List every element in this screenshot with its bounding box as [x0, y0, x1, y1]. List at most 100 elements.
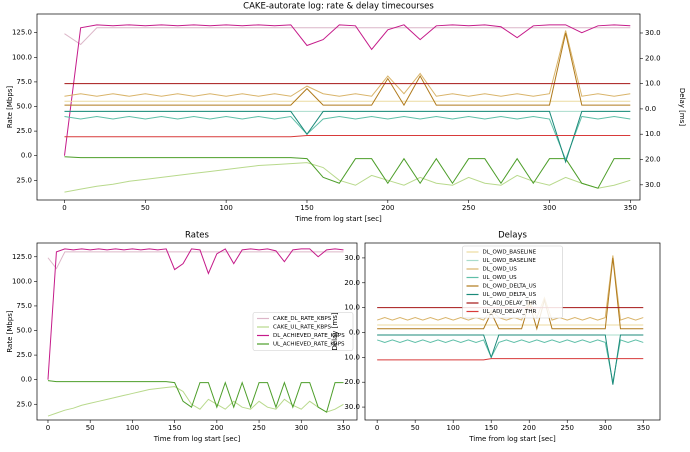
x-tick-label: 300: [295, 424, 308, 432]
series-line: [64, 30, 631, 97]
y-axis-label: Rate [Mbps]: [6, 310, 14, 353]
legend-label: CAKE_UL_RATE_KBPS: [273, 325, 331, 331]
legend-label: DL_OWD_US: [483, 267, 518, 273]
y-tick-label: 75.0: [16, 78, 32, 86]
x-tick-label: 150: [300, 204, 313, 212]
series-line: [47, 380, 344, 413]
y-tick-label: 0.0: [21, 152, 32, 160]
x-tick-label: 100: [126, 424, 139, 432]
x-tick-label: 150: [168, 424, 181, 432]
y-tick-label: 125.0: [12, 29, 32, 37]
series-line: [63, 24, 631, 156]
x-tick-label: 350: [637, 424, 650, 432]
y2-tick-label: 0.0: [645, 105, 656, 113]
series-line: [377, 257, 644, 331]
y-tick-label: 0.0: [21, 376, 32, 384]
chart-title: CAKE-autorate log: rate & delay timecour…: [243, 2, 434, 12]
x-tick-label: 100: [447, 424, 460, 432]
series-line: [64, 27, 631, 46]
y-tick-label: 25.0: [16, 127, 32, 135]
x-tick-label: 250: [252, 424, 265, 432]
series-line: [47, 386, 344, 417]
y2-tick-label: 20.0: [645, 156, 661, 164]
series-line: [47, 248, 344, 380]
series-line: [377, 334, 644, 385]
y2-tick-label: 10.0: [645, 80, 661, 88]
legend-label: UL_OWD_BASELINE: [483, 258, 537, 264]
x-tick-label: 250: [462, 204, 475, 212]
lines: [377, 255, 644, 385]
x-tick-label: 300: [543, 204, 556, 212]
legend-label: UL_OWD_US: [483, 275, 518, 281]
y-tick-label: 50.0: [16, 327, 32, 335]
y2-tick-label: 30.0: [645, 29, 661, 37]
x-tick-label: 250: [561, 424, 574, 432]
y-tick-label: 25.0: [16, 351, 32, 359]
x-tick-label: 0: [62, 204, 66, 212]
y-tick-label: 20.0: [344, 279, 360, 287]
plot: CAKE-autorate log: rate & delay timecour…: [6, 2, 686, 224]
series-line: [64, 134, 631, 138]
y-axis-label: Rate [Mbps]: [6, 86, 14, 129]
y-axis-label: Delay [ms]: [331, 312, 339, 350]
legend-label: DL_OWD_BASELINE: [483, 250, 537, 256]
y-tick-label: 100.0: [12, 53, 32, 61]
legend: DL_OWD_BASELINE UL_OWD_BASELINE DL_OWD_US U…: [462, 245, 563, 319]
chart-title: Delays: [498, 231, 527, 241]
plot: Delays Time from log start [sec] Delay [ms…: [331, 231, 661, 443]
legend-box: [252, 312, 354, 351]
x-axis-label: Time from log start [sec]: [468, 435, 556, 443]
x-axis-label: Time from log start [sec]: [153, 435, 241, 443]
x-tick-label: 0: [375, 424, 379, 432]
series-line: [64, 110, 631, 164]
x-axis-label: Time from log start [sec]: [294, 215, 382, 223]
series-line: [377, 358, 644, 361]
y-tick-label: 20.0: [344, 378, 360, 386]
x-tick-label: 200: [523, 424, 536, 432]
x-tick-label: 150: [485, 424, 498, 432]
series-line: [64, 115, 631, 161]
legend-label: UL_OWD_DELTA_US: [483, 292, 537, 298]
chart-title: Rates: [185, 231, 209, 241]
x-tick-label: 350: [337, 424, 350, 432]
series-line: [64, 162, 631, 193]
x-tick-label: 200: [381, 204, 394, 212]
x-tick-label: 0: [46, 424, 50, 432]
x-tick-label: 100: [219, 204, 232, 212]
y-tick-label: 125.0: [12, 253, 32, 261]
y-tick-label: 25.0: [16, 400, 32, 408]
x-tick-label: 50: [141, 204, 150, 212]
series-line: [377, 255, 644, 321]
y2-axis-label: Delay [ms]: [678, 88, 686, 126]
plot-frame: [36, 242, 358, 421]
y2-tick-label: 20.0: [645, 54, 661, 62]
y-tick-label: 75.0: [16, 302, 32, 310]
series-line: [377, 339, 644, 383]
legend-label: CAKE_DL_RATE_KBPS: [273, 316, 332, 322]
legend-label: DL_ACHIEVED_RATE_KBPS: [273, 333, 345, 339]
x-tick-label: 300: [599, 424, 612, 432]
legend-label: DL_ADJ_DELAY_THR: [483, 301, 537, 307]
legend-box: [462, 245, 563, 319]
legend-label: DL_OWD_DELTA_US: [483, 284, 537, 290]
y-tick-label: 10.0: [344, 304, 360, 312]
x-tick-label: 50: [411, 424, 420, 432]
series-line: [64, 156, 631, 189]
x-tick-label: 350: [624, 204, 637, 212]
legend-label: UL_ACHIEVED_RATE_KBPS: [273, 342, 345, 348]
y-tick-label: 25.0: [16, 176, 32, 184]
series-line: [64, 32, 631, 107]
y-tick-label: 30.0: [344, 254, 360, 262]
legend: CAKE_DL_RATE_KBPS CAKE_UL_RATE_KBPS DL_ACH…: [252, 312, 354, 351]
lines: [47, 248, 344, 417]
y2-tick-label: 10.0: [645, 130, 661, 138]
plot-frame: [36, 13, 641, 201]
x-tick-label: 50: [86, 424, 95, 432]
y-tick-label: 30.0: [344, 403, 360, 411]
y-tick-label: 100.0: [12, 277, 32, 285]
y-tick-label: 50.0: [16, 103, 32, 111]
plot-frame: [364, 242, 661, 421]
legend-label: UL_ADJ_DELAY_THR: [483, 309, 537, 315]
y2-tick-label: 30.0: [645, 181, 661, 189]
